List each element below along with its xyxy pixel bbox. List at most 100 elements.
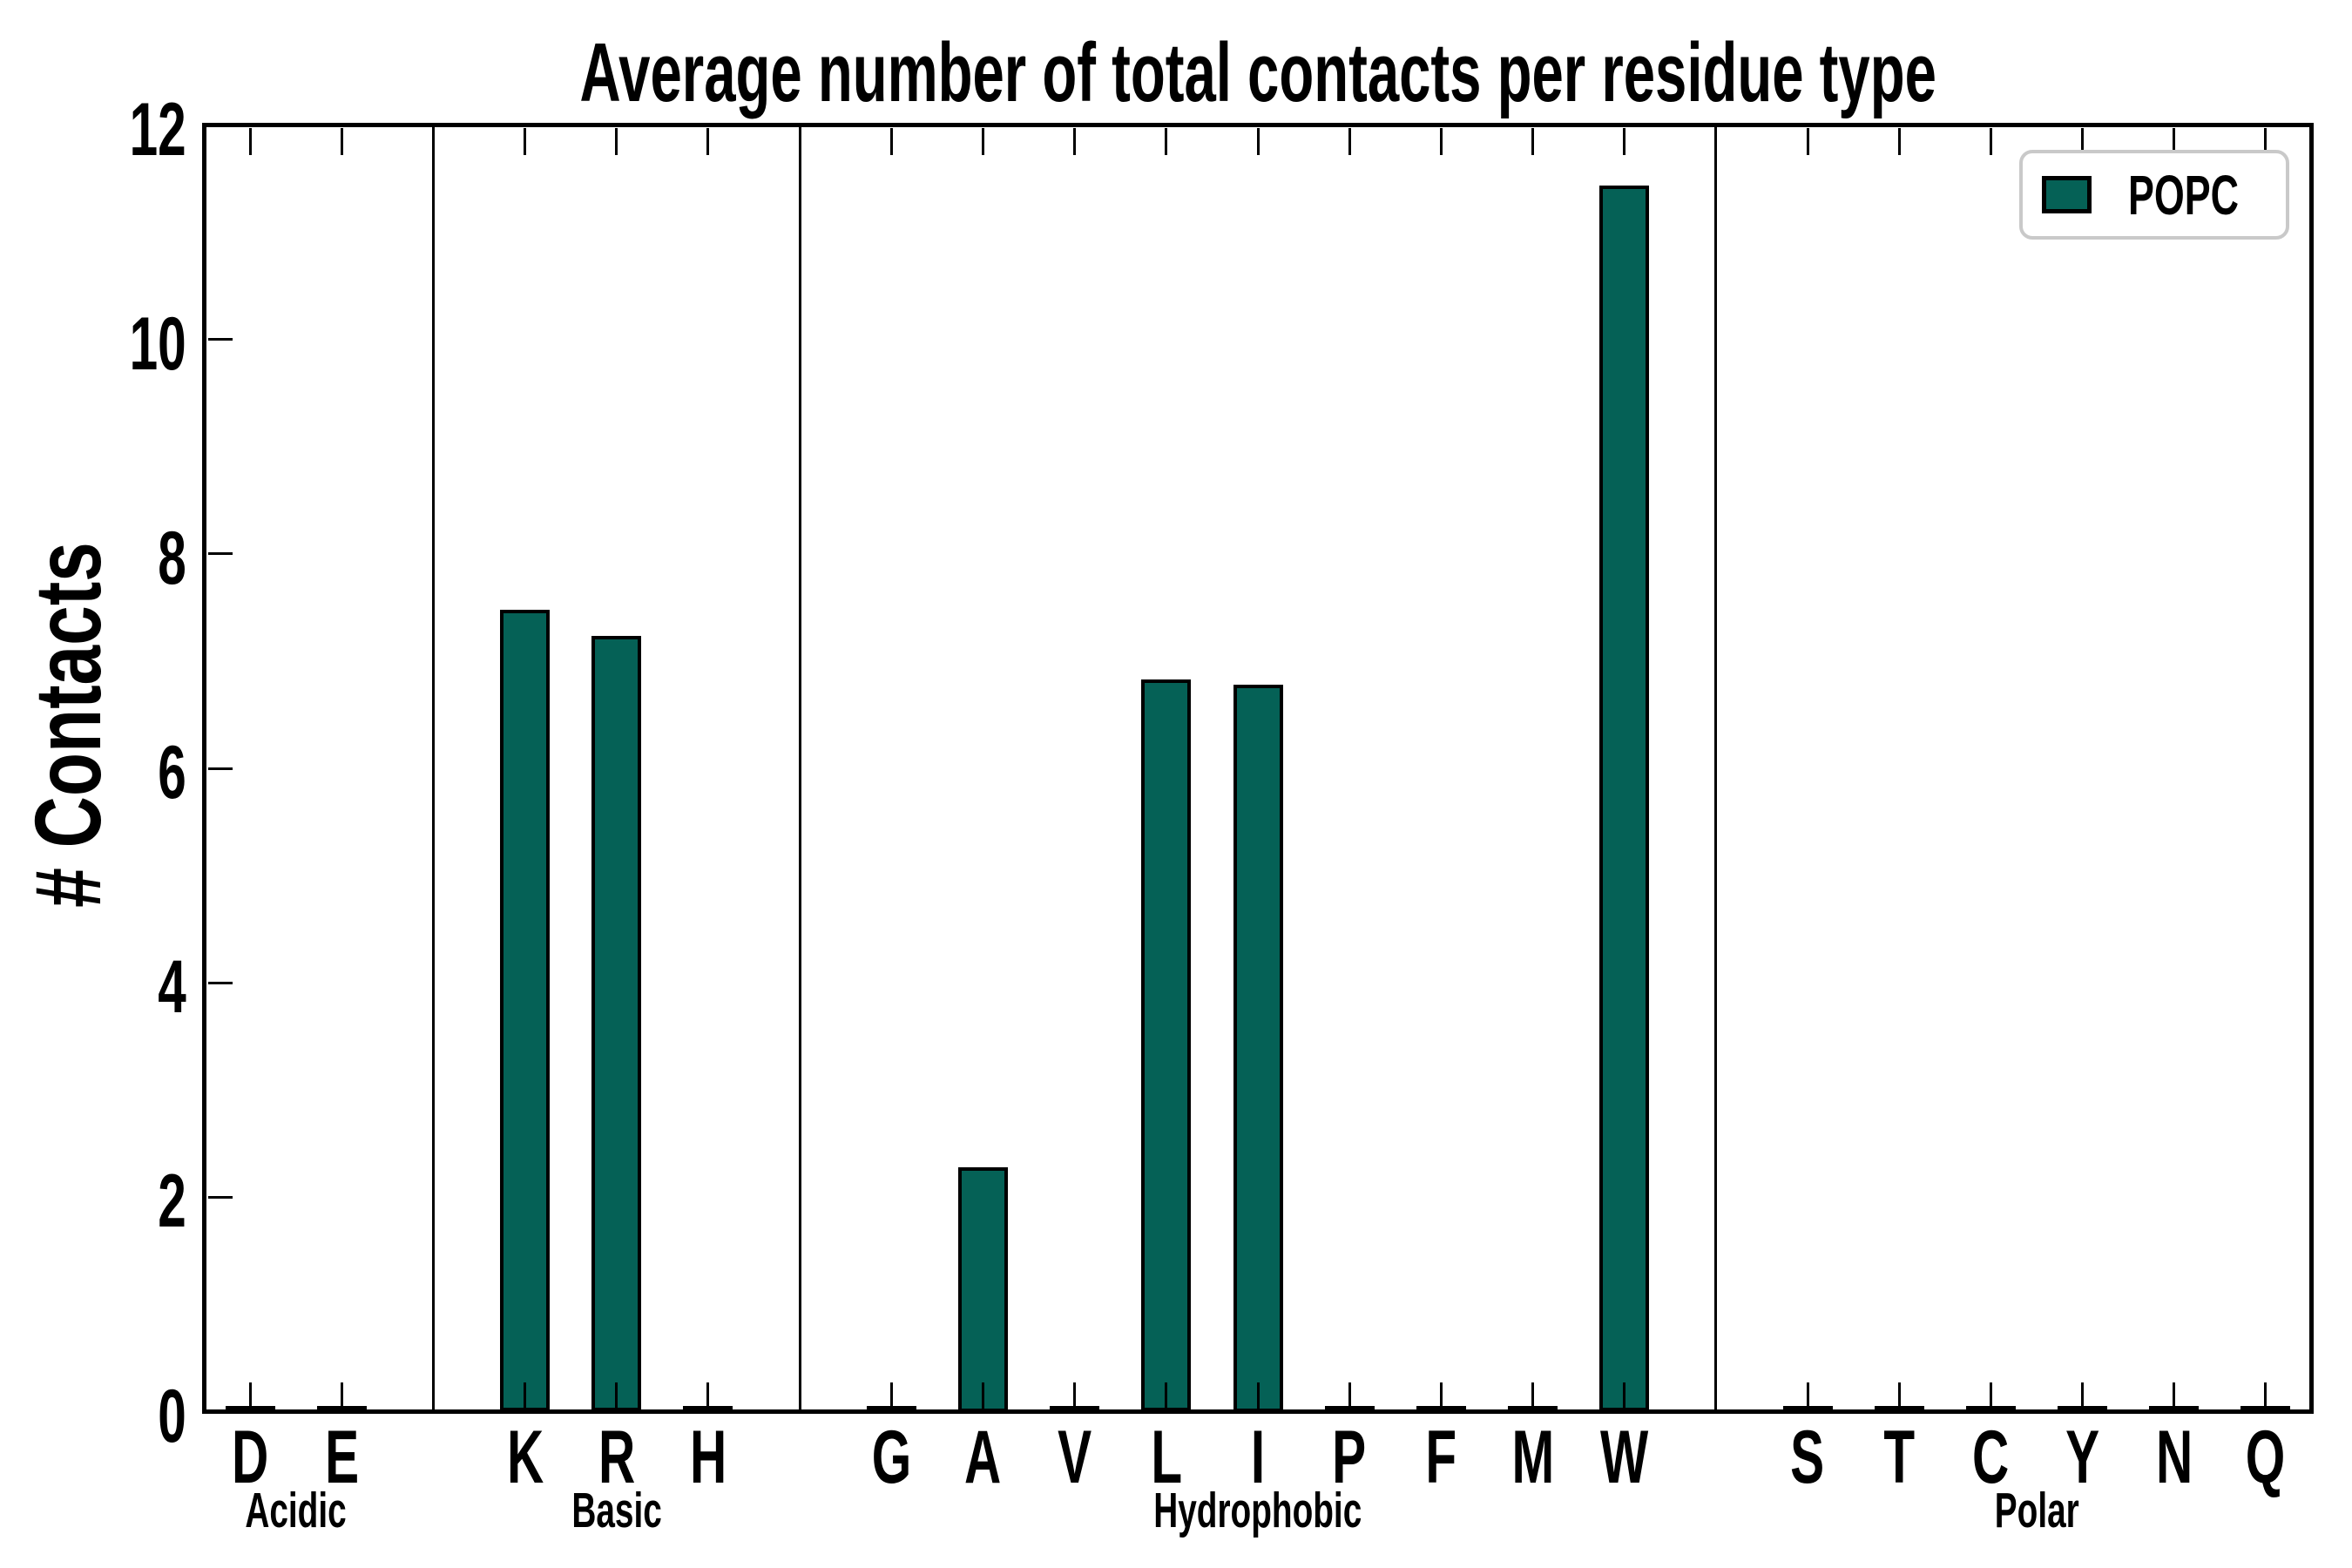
ytick-label-text: 4 (158, 945, 186, 1030)
group-label-basic: Basic (416, 1486, 817, 1536)
residue-label-text: T (1883, 1416, 1916, 1499)
chart-title: Average number of total contacts per res… (204, 31, 2312, 115)
xtick-bottom-A (981, 1382, 984, 1409)
legend-swatch-popc (2042, 176, 2092, 213)
ytick-line-6 (208, 767, 233, 770)
ytick-label-text: 2 (158, 1159, 186, 1244)
ytick-line-4 (208, 981, 233, 984)
legend-label: POPC (2128, 167, 2286, 223)
xtick-bottom-I (1256, 1382, 1260, 1409)
residue-label-text: L (1150, 1416, 1182, 1499)
xtick-top-E (340, 127, 343, 155)
residue-label-G: G (804, 1420, 978, 1495)
xtick-top-Y (2081, 127, 2085, 155)
residue-label-A: A (896, 1420, 1070, 1495)
residue-label-L: L (1079, 1420, 1254, 1495)
group-separator-line (798, 126, 801, 1410)
bar-A (957, 1166, 1008, 1412)
residue-label-C: C (1903, 1420, 2078, 1495)
bar-R (591, 636, 642, 1412)
ytick-label-10: 10 (0, 307, 186, 382)
residue-label-D: D (163, 1420, 337, 1495)
residue-label-R: R (530, 1420, 704, 1495)
xtick-bottom-C (1989, 1382, 1992, 1409)
ytick-label-2: 2 (0, 1164, 186, 1239)
xtick-top-K (524, 127, 527, 155)
residue-label-text: G (871, 1416, 912, 1499)
residue-label-text: Q (2246, 1416, 2286, 1499)
residue-label-Q: Q (2179, 1420, 2352, 1495)
xtick-bottom-Q (2264, 1382, 2268, 1409)
xtick-top-G (889, 127, 893, 155)
residue-label-text: F (1425, 1416, 1457, 1499)
legend-box: POPC (2019, 150, 2289, 240)
xtick-top-F (1439, 127, 1443, 155)
ytick-label-12: 12 (0, 92, 186, 167)
xtick-top-H (706, 127, 710, 155)
bar-I (1233, 684, 1283, 1412)
xtick-top-R (615, 127, 618, 155)
ytick-label-text: 10 (129, 301, 186, 386)
xtick-top-D (248, 127, 252, 155)
residue-label-text: E (324, 1416, 359, 1499)
residue-label-text: P (1332, 1416, 1367, 1499)
residue-label-F: F (1354, 1420, 1528, 1495)
residue-label-text: I (1250, 1416, 1266, 1499)
xtick-top-A (981, 127, 984, 155)
xtick-bottom-E (340, 1382, 343, 1409)
xtick-top-V (1073, 127, 1077, 155)
residue-label-text: W (1600, 1416, 1649, 1499)
ytick-line-8 (208, 552, 233, 556)
residue-label-E: E (254, 1420, 429, 1495)
residue-label-T: T (1812, 1420, 1986, 1495)
xtick-top-W (1623, 127, 1626, 155)
xtick-bottom-G (889, 1382, 893, 1409)
xtick-bottom-T (1897, 1382, 1901, 1409)
xtick-top-I (1256, 127, 1260, 155)
group-label-text: Polar (1994, 1483, 2079, 1538)
xtick-top-S (1806, 127, 1809, 155)
group-label-hydrophobic: Hydrophobic (1058, 1486, 1458, 1536)
xtick-bottom-Y (2081, 1382, 2085, 1409)
residue-label-I: I (1171, 1420, 1345, 1495)
group-separator-line (431, 126, 435, 1410)
residue-label-W: W (1538, 1420, 1712, 1495)
group-label-acidic: Acidic (96, 1486, 497, 1536)
ytick-label-text: 0 (158, 1374, 186, 1458)
y-axis-label-text: # Contacts (15, 542, 120, 908)
xtick-bottom-V (1073, 1382, 1077, 1409)
residue-label-N: N (2087, 1420, 2261, 1495)
xtick-bottom-L (1165, 1382, 1168, 1409)
xtick-bottom-P (1348, 1382, 1351, 1409)
residue-label-text: C (1972, 1416, 2010, 1499)
xtick-bottom-W (1623, 1382, 1626, 1409)
group-label-text: Basic (571, 1483, 662, 1538)
xtick-top-T (1897, 127, 1901, 155)
residue-label-H: H (621, 1420, 795, 1495)
xtick-top-M (1531, 127, 1535, 155)
xtick-top-N (2173, 127, 2176, 155)
xtick-bottom-S (1806, 1382, 1809, 1409)
bar-L (1141, 679, 1192, 1412)
xtick-bottom-R (615, 1382, 618, 1409)
residue-label-S: S (1720, 1420, 1895, 1495)
ytick-label-8: 8 (0, 521, 186, 596)
residue-label-P: P (1262, 1420, 1436, 1495)
xtick-bottom-H (706, 1382, 710, 1409)
residue-label-text: R (598, 1416, 635, 1499)
residue-label-text: N (2155, 1416, 2193, 1499)
bar-W (1599, 186, 1650, 1412)
ytick-label-text: 6 (158, 731, 186, 814)
xtick-bottom-N (2173, 1382, 2176, 1409)
residue-label-text: Y (2065, 1416, 2100, 1499)
residue-label-text: A (964, 1416, 1002, 1499)
group-label-polar: Polar (1836, 1486, 2237, 1536)
residue-label-text: M (1511, 1416, 1554, 1499)
residue-label-text: V (1058, 1416, 1092, 1499)
xtick-bottom-M (1531, 1382, 1535, 1409)
residue-label-text: S (1790, 1416, 1825, 1499)
ytick-label-text: 8 (158, 516, 186, 600)
group-label-text: Acidic (245, 1483, 347, 1538)
xtick-top-P (1348, 127, 1351, 155)
residue-label-text: K (506, 1416, 544, 1499)
